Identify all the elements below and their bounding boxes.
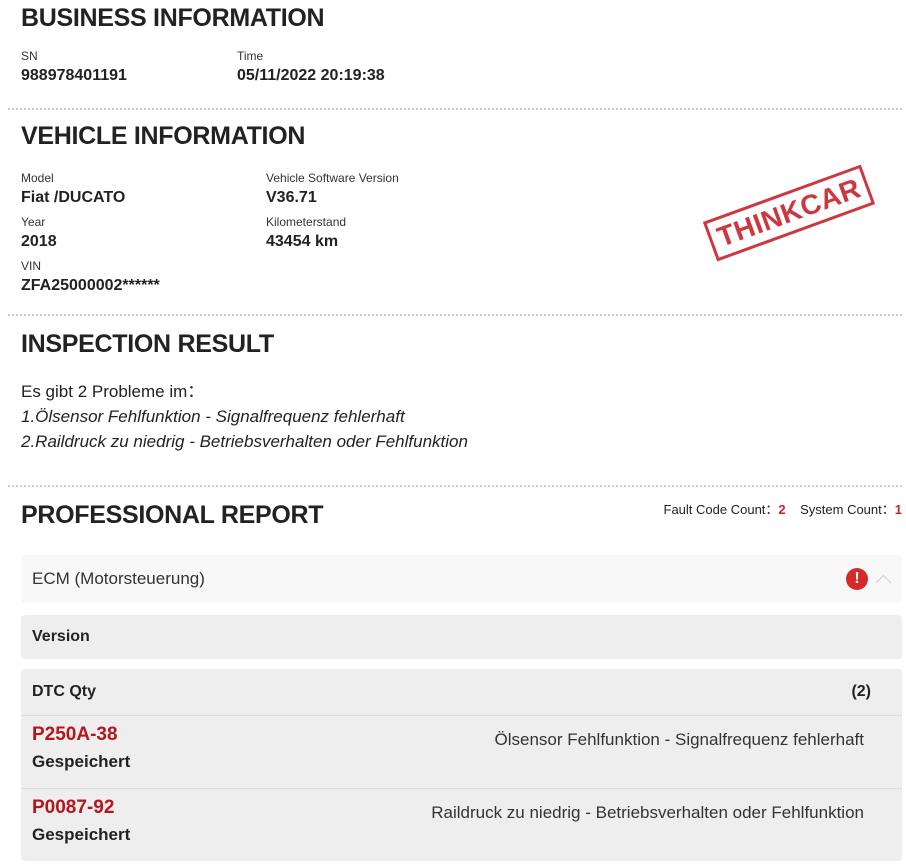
inspection-intro: Es gibt 2 Probleme im： bbox=[21, 382, 205, 401]
vin-label: VIN bbox=[21, 259, 42, 273]
dtc-row[interactable]: P250A-38 Gespeichert Ölsensor Fehlfunktion… bbox=[21, 715, 902, 788]
chevron-up-icon[interactable] bbox=[875, 574, 892, 590]
inspection-item: 2.Raildruck zu niedrig - Betriebsverhalt… bbox=[21, 432, 468, 451]
divider bbox=[8, 108, 902, 110]
vehicle-section: VEHICLE INFORMATION Model Fiat /DUCATO Ye… bbox=[0, 110, 906, 314]
dtc-card: DTC Qty (2) P250A-38 Gespeichert Ölsensor F… bbox=[21, 669, 902, 861]
time-label: Time bbox=[237, 49, 264, 63]
divider bbox=[8, 314, 902, 316]
section-title: INSPECTION RESULT bbox=[21, 330, 274, 358]
section-title: VEHICLE INFORMATION bbox=[21, 122, 306, 150]
dtc-code: P0087-92 bbox=[32, 797, 115, 818]
fault-code-count: 2 bbox=[778, 502, 786, 517]
divider bbox=[8, 485, 902, 487]
year-value: 2018 bbox=[21, 233, 57, 250]
vin-value: ZFA25000002****** bbox=[21, 277, 160, 294]
model-label: Model bbox=[21, 171, 54, 185]
dtc-qty-label: DTC Qty bbox=[32, 683, 96, 700]
version-label: Version bbox=[32, 628, 90, 645]
inspection-item: 1.Ölsensor Fehlfunktion - Signalfrequenz… bbox=[21, 407, 405, 426]
system-count-label: System Count： bbox=[800, 502, 895, 517]
system-name: ECM (Motorsteuerung) bbox=[32, 569, 205, 588]
business-section: BUSINESS INFORMATION SN 988978401191 Time… bbox=[0, 0, 906, 108]
time-value: 05/11/2022 20:19:38 bbox=[237, 67, 385, 84]
system-count: 1 bbox=[894, 502, 902, 517]
dtc-code: P250A-38 bbox=[32, 724, 118, 745]
model-value: Fiat /DUCATO bbox=[21, 189, 126, 206]
section-title: BUSINESS INFORMATION bbox=[21, 4, 325, 32]
fault-code-count-label: Fault Code Count： bbox=[663, 502, 779, 517]
software-label: Vehicle Software Version bbox=[266, 171, 399, 185]
sn-value: 988978401191 bbox=[21, 67, 127, 84]
version-row: Version bbox=[21, 615, 902, 659]
dtc-status: Gespeichert bbox=[32, 825, 131, 844]
dtc-description: Raildruck zu niedrig - Betriebsverhalten… bbox=[431, 803, 864, 822]
section-title: PROFESSIONAL REPORT bbox=[21, 501, 324, 529]
counts: Fault Code Count：2 System Count：1 bbox=[664, 499, 902, 518]
year-label: Year bbox=[21, 215, 46, 229]
software-value: V36.71 bbox=[266, 189, 317, 206]
dtc-row[interactable]: P0087-92 Gespeichert Raildruck zu niedrig … bbox=[21, 788, 902, 861]
inspection-section: INSPECTION RESULT Es gibt 2 Probleme im：… bbox=[0, 316, 906, 485]
report-section: PROFESSIONAL REPORT Fault Code Count：2 S… bbox=[0, 487, 906, 555]
dtc-qty: (2) bbox=[851, 683, 871, 700]
dtc-status: Gespeichert bbox=[32, 752, 131, 771]
system-row-ecm[interactable]: ECM (Motorsteuerung) ! bbox=[21, 555, 902, 603]
sn-label: SN bbox=[21, 49, 38, 63]
km-value: 43454 km bbox=[266, 233, 339, 250]
km-label: Kilometerstand bbox=[266, 215, 347, 229]
dtc-description: Ölsensor Fehlfunktion - Signalfrequenz f… bbox=[494, 730, 864, 749]
alert-icon: ! bbox=[846, 568, 868, 590]
